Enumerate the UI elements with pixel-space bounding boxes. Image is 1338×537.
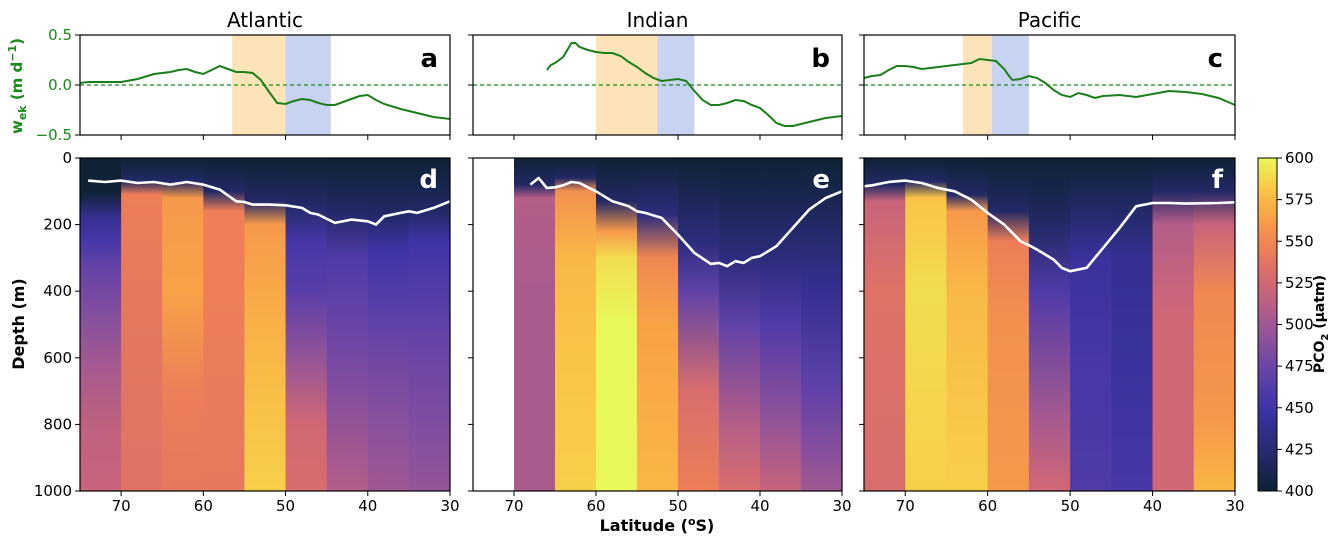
x-tick-label: 40 <box>1143 497 1162 515</box>
depth-axis-label: Depth (m) <box>9 278 28 370</box>
panel-title: Pacific <box>1018 8 1082 32</box>
pco2-column <box>905 158 947 491</box>
x-tick-label: 60 <box>586 497 605 515</box>
colorbar-tick-label: 500 <box>1285 316 1314 334</box>
pco2-column <box>864 158 906 491</box>
pco2-column <box>596 158 638 491</box>
pco2-column <box>121 158 163 491</box>
colorbar: 400 425 450 475 500 525 550 575 600 PCO2 (μatm) <box>1257 149 1331 500</box>
colorbar-tick-label: 575 <box>1285 191 1314 209</box>
panel-letter: d <box>419 165 438 195</box>
pco2-column <box>1028 158 1071 491</box>
y-tick-label: 0 <box>62 149 72 167</box>
pco2-panel: d 70 60 50 40 30 0 200 400 600 800 1000 <box>34 149 460 515</box>
x-tick-label: 40 <box>750 497 769 515</box>
colorbar-tick-label: 450 <box>1285 399 1314 417</box>
pco2-column <box>367 158 410 491</box>
pco2-frame <box>863 157 1236 492</box>
x-tick-label: 70 <box>896 497 915 515</box>
y-tick-label: −0.5 <box>36 126 72 144</box>
mixed-layer-line <box>88 179 451 226</box>
wek-line <box>863 57 1236 106</box>
pco2-column <box>555 158 597 491</box>
pco2-column <box>285 158 328 491</box>
colorbar-tick-label: 425 <box>1285 440 1314 458</box>
panel-indian: Indian b e 70 60 50 40 30 <box>468 8 852 515</box>
pco2-frame <box>472 157 843 492</box>
wek-panel: c <box>859 34 1236 140</box>
pco2-column <box>1111 158 1154 491</box>
pco2-panel: f 70 60 50 40 30 <box>859 157 1245 515</box>
wek-line <box>546 42 843 127</box>
colorbar-tick-label: 600 <box>1285 149 1314 167</box>
panel-letter: a <box>420 44 438 74</box>
x-tick-label: 40 <box>358 497 377 515</box>
pco2-column <box>760 158 802 491</box>
panel-letter: e <box>812 165 830 195</box>
panel-atlantic: Atlantic a 0.5 0.0 −0.5 d 70 60 50 40 30 0 200 400 600… <box>34 8 460 515</box>
pco2-panel: e 70 60 50 40 30 <box>468 157 852 515</box>
pco2-column <box>946 158 989 491</box>
pco2-column <box>80 158 122 491</box>
colorbar-tick-label: 525 <box>1285 274 1314 292</box>
y-tick-label: 200 <box>43 216 72 234</box>
colorbar-gradient <box>1257 157 1278 492</box>
panel-title: Atlantic <box>227 8 303 32</box>
y-tick-label: 800 <box>43 415 72 433</box>
panel-letter: c <box>1208 44 1223 74</box>
wek-panel: a 0.5 0.0 −0.5 <box>36 26 451 144</box>
x-tick-label: 70 <box>112 497 131 515</box>
pco2-column <box>637 158 679 491</box>
panel-pacific: Pacific c f 70 60 50 40 30 <box>859 8 1245 515</box>
x-tick-label: 30 <box>1225 497 1244 515</box>
y-tick-label: 600 <box>43 349 72 367</box>
x-tick-label: 60 <box>978 497 997 515</box>
colorbar-tick-label: 550 <box>1285 232 1314 250</box>
wek-panel: b <box>468 34 843 140</box>
panel-letter: b <box>811 44 830 74</box>
x-tick-label: 30 <box>440 497 459 515</box>
y-tick-label: 1000 <box>34 482 72 500</box>
pco2-column <box>1152 158 1195 491</box>
x-tick-label: 30 <box>832 497 851 515</box>
colorbar-tick-label: 400 <box>1285 482 1314 500</box>
wek-line <box>79 64 451 120</box>
pco2-column <box>678 158 720 491</box>
y-tick-label: 0.0 <box>48 76 72 94</box>
colorbar-tick-label: 475 <box>1285 357 1314 375</box>
x-tick-label: 50 <box>276 497 295 515</box>
x-tick-label: 70 <box>504 497 523 515</box>
pco2-column <box>203 158 245 491</box>
mixed-layer-line <box>529 176 843 268</box>
panel-title: Indian <box>627 8 689 32</box>
pco2-column <box>162 158 204 491</box>
pco2-column <box>1070 158 1112 491</box>
pco2-column <box>719 158 761 491</box>
mixed-layer-line <box>863 179 1236 273</box>
x-tick-label: 50 <box>1061 497 1080 515</box>
y-tick-label: 0.5 <box>48 26 72 44</box>
x-axis-label: Latitude (oS) <box>600 515 715 535</box>
wek-axis-label: wek (m d−1) <box>6 38 29 134</box>
pco2-column <box>244 158 287 491</box>
pco2-column <box>801 158 843 491</box>
y-tick-label: 400 <box>43 282 72 300</box>
pco2-column <box>514 158 556 491</box>
x-tick-label: 50 <box>668 497 687 515</box>
pco2-frame <box>79 157 451 492</box>
pco2-column <box>987 158 1030 491</box>
colorbar-label: PCO2 (μatm) <box>1312 275 1331 373</box>
pco2-column <box>326 158 369 491</box>
x-tick-label: 60 <box>194 497 213 515</box>
panel-letter: f <box>1212 165 1224 195</box>
pco2-column <box>1193 158 1236 491</box>
